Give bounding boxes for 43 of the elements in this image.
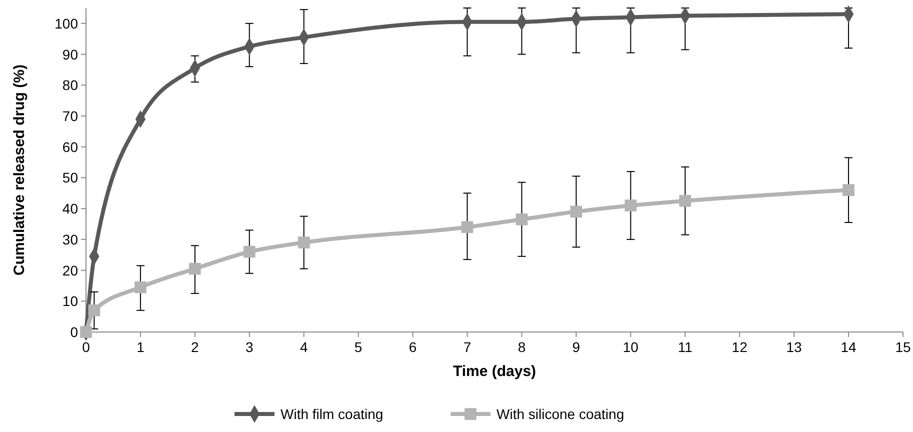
x-tick-label: 8 <box>518 339 526 355</box>
point <box>516 213 528 226</box>
x-tick-label: 14 <box>840 339 857 355</box>
y-tick-label: 60 <box>62 138 78 155</box>
x-tick-label: 10 <box>622 339 639 355</box>
x-tick-label: 4 <box>300 339 308 355</box>
y-tick-label: 10 <box>62 293 78 310</box>
point <box>570 206 582 218</box>
x-tick-label: 12 <box>732 339 748 355</box>
y-axis-title: Cumulative released drug (%) <box>11 64 28 276</box>
x-tick-label: 6 <box>408 339 417 355</box>
x-tick-label: 2 <box>191 339 200 355</box>
y-tick-label: 80 <box>62 77 78 94</box>
point <box>189 262 201 275</box>
x-tick-label: 3 <box>246 339 254 355</box>
point <box>88 304 100 316</box>
point <box>134 281 146 294</box>
y-tick-label: 70 <box>62 108 78 124</box>
point <box>461 221 474 233</box>
x-tick-label: 15 <box>895 339 911 355</box>
x-axis-title: Time (days) <box>452 363 536 380</box>
point <box>842 184 854 196</box>
y-tick-label: 30 <box>62 231 78 248</box>
x-tick-label: 11 <box>678 339 693 355</box>
x-tick-label: 0 <box>82 339 90 355</box>
y-tick-label: 20 <box>62 262 78 278</box>
point <box>679 194 692 207</box>
point <box>624 200 637 212</box>
legend-label: With film coating <box>280 406 384 422</box>
y-tick-label: 40 <box>62 200 78 217</box>
y-tick-label: 100 <box>54 15 78 32</box>
point <box>243 246 256 258</box>
point <box>298 236 310 248</box>
x-tick-label: 7 <box>463 339 472 355</box>
y-tick-label: 50 <box>62 170 78 186</box>
y-tick-label: 90 <box>62 46 78 62</box>
point <box>80 326 92 338</box>
legend-label: With silicone coating <box>496 406 624 422</box>
y-tick-label: 0 <box>70 324 78 340</box>
x-tick-label: 13 <box>786 339 802 355</box>
x-tick-label: 1 <box>136 339 145 355</box>
x-tick-label: 9 <box>572 339 580 355</box>
x-tick-label: 5 <box>354 339 362 355</box>
